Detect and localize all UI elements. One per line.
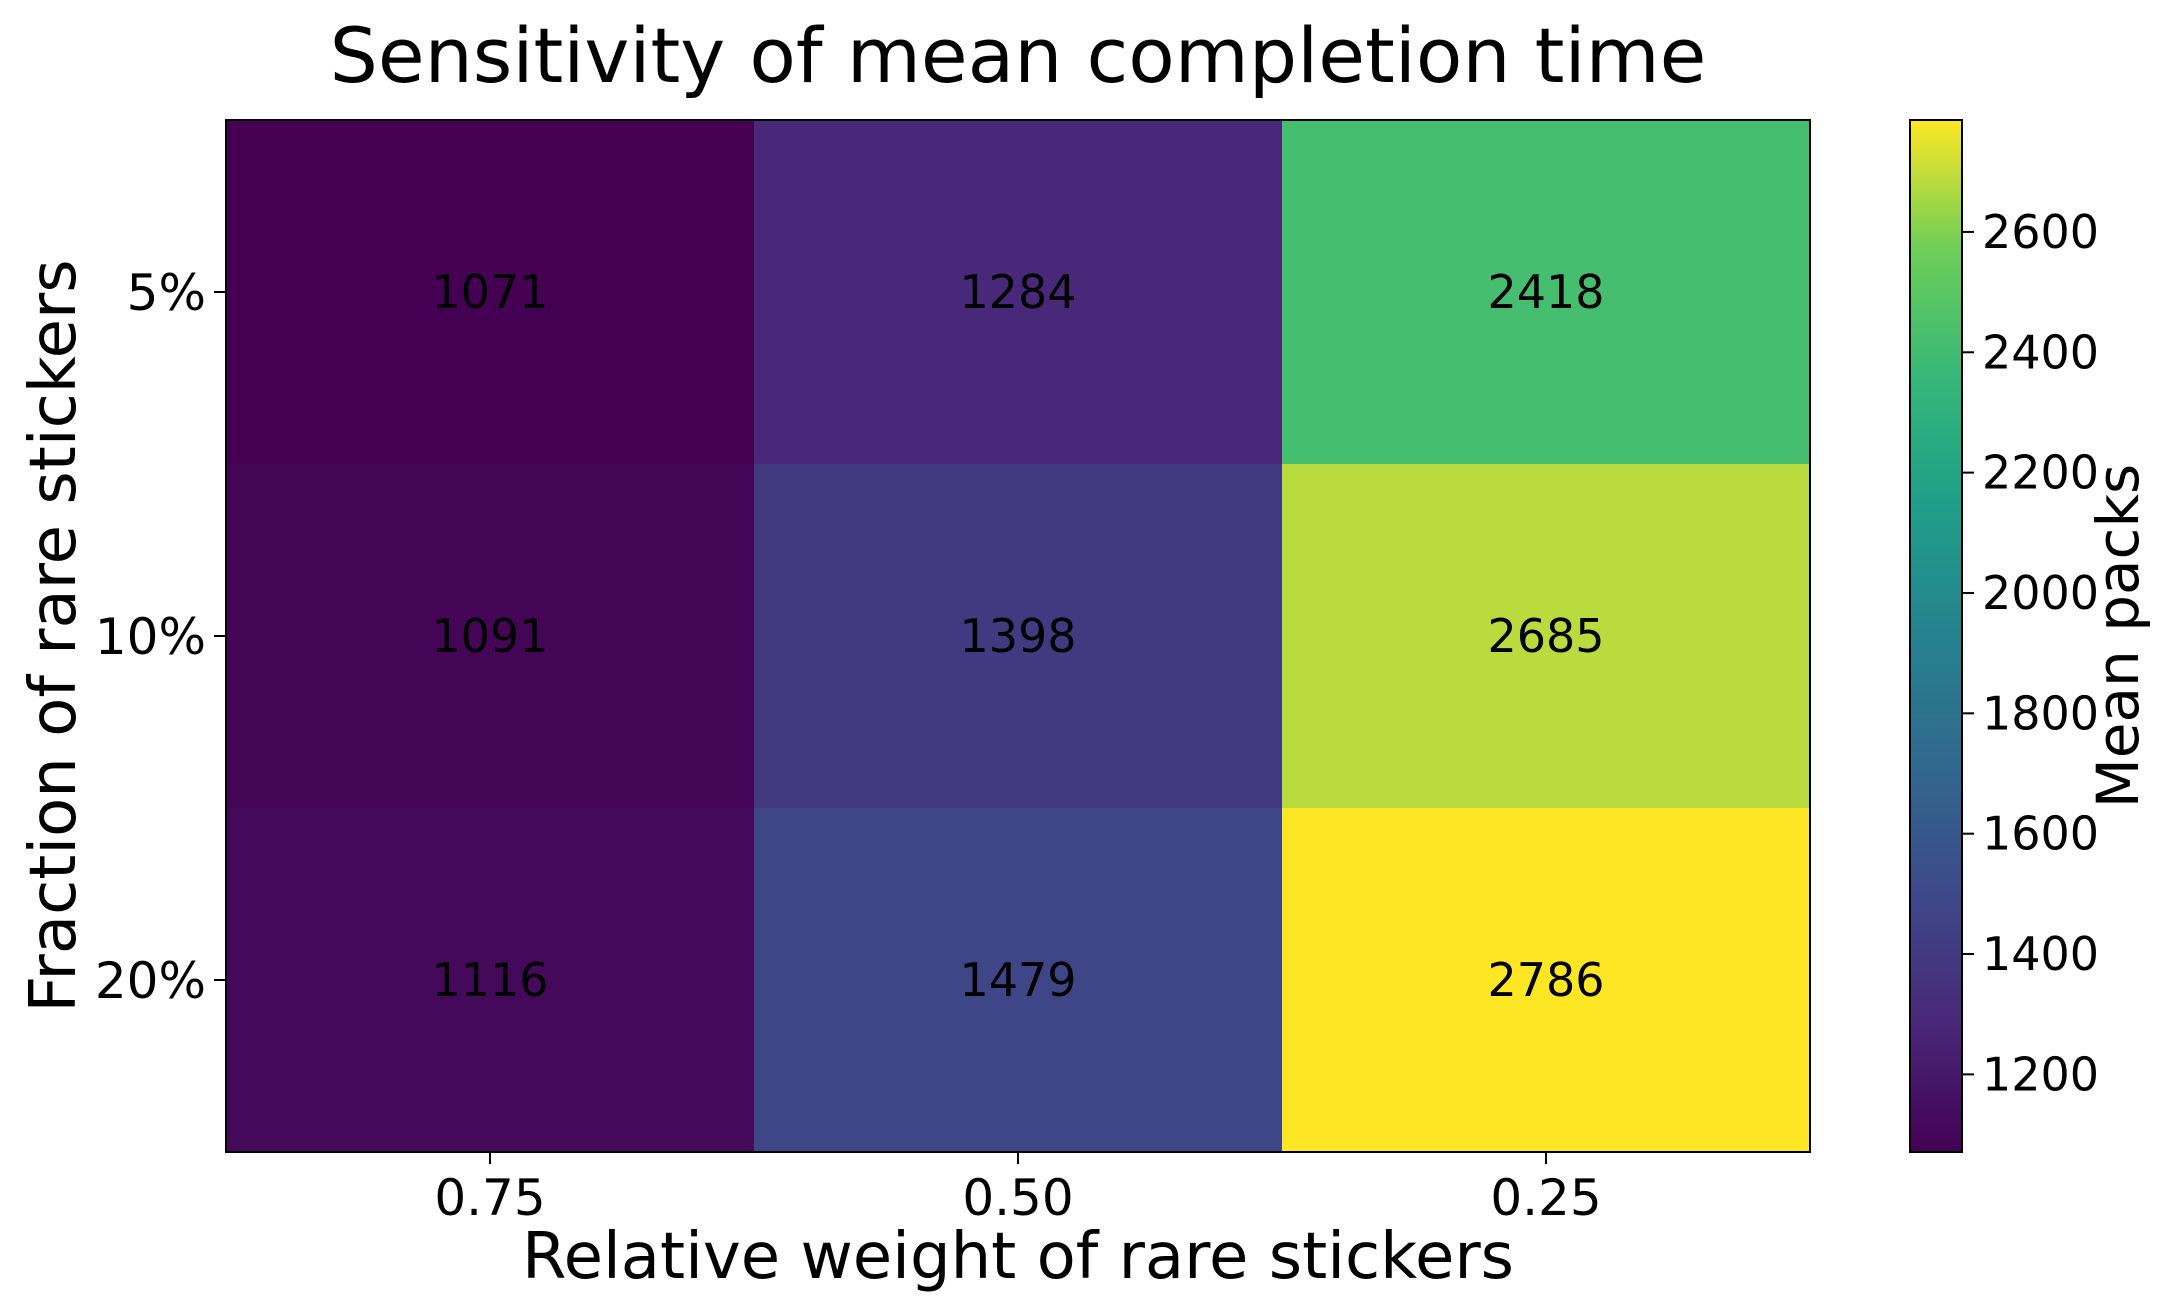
colorbar-tick-label: 1600 [1982, 807, 2099, 861]
y-axis-ticks: 5% 10% 20% [95, 264, 226, 1010]
heatmap-cell [1282, 464, 1811, 809]
heatmap-cell-value: 1116 [431, 953, 548, 1007]
colorbar [1909, 119, 1963, 1153]
heatmap-cell-value: 1071 [431, 265, 548, 319]
heatmap-cell-value: 1479 [959, 953, 1076, 1007]
heatmap-cell-labels: 1071 1284 2418 1091 1398 2685 1116 1479 2786 [431, 265, 1604, 1007]
colorbar-tick-label: 2400 [1982, 325, 2099, 379]
heatmap-cell-value: 1284 [959, 265, 1076, 319]
heatmap-cell [1282, 808, 1811, 1153]
heatmap-cell-value: 2685 [1487, 609, 1604, 663]
x-axis-label: Relative weight of rare stickers [522, 1220, 1514, 1294]
heatmap-cell [226, 808, 755, 1153]
colorbar-ticks: 1200 1400 1600 1800 2000 2200 2400 2600 [1962, 205, 2099, 1101]
y-tick-label: 5% [127, 264, 206, 322]
heatmap-cell-value: 1398 [959, 609, 1076, 663]
colorbar-tick-label: 2000 [1982, 566, 2099, 620]
colorbar-tick-label: 1200 [1982, 1047, 2099, 1101]
heatmap-cell [754, 808, 1283, 1153]
colorbar-tick-label: 1400 [1982, 927, 2099, 981]
heatmap-cells [226, 120, 1811, 1153]
heatmap-cell-value: 2786 [1487, 953, 1604, 1007]
heatmap-cell [754, 120, 1283, 465]
y-axis-label: Fraction of rare stickers [17, 259, 91, 1012]
colorbar-tick-label: 2600 [1982, 205, 2099, 259]
colorbar-tick-label: 2200 [1982, 446, 2099, 500]
y-tick-label: 10% [95, 608, 206, 666]
heatmap-cell [1282, 120, 1811, 465]
x-axis-ticks: 0.75 0.50 0.25 [434, 1152, 1602, 1227]
colorbar-label: Mean packs [2084, 464, 2152, 809]
heatmap-cell [226, 120, 755, 465]
x-tick-label: 0.75 [434, 1169, 545, 1227]
heatmap-cell [226, 464, 755, 809]
heatmap-cell [754, 464, 1283, 809]
chart-title: Sensitivity of mean completion time [330, 11, 1707, 100]
heatmap-cell-value: 1091 [431, 609, 548, 663]
x-tick-label: 0.50 [962, 1169, 1073, 1227]
x-tick-label: 0.25 [1490, 1169, 1601, 1227]
heatmap-cell-value: 2418 [1487, 265, 1604, 319]
colorbar-tick-label: 1800 [1982, 686, 2099, 740]
y-tick-label: 20% [95, 952, 206, 1010]
